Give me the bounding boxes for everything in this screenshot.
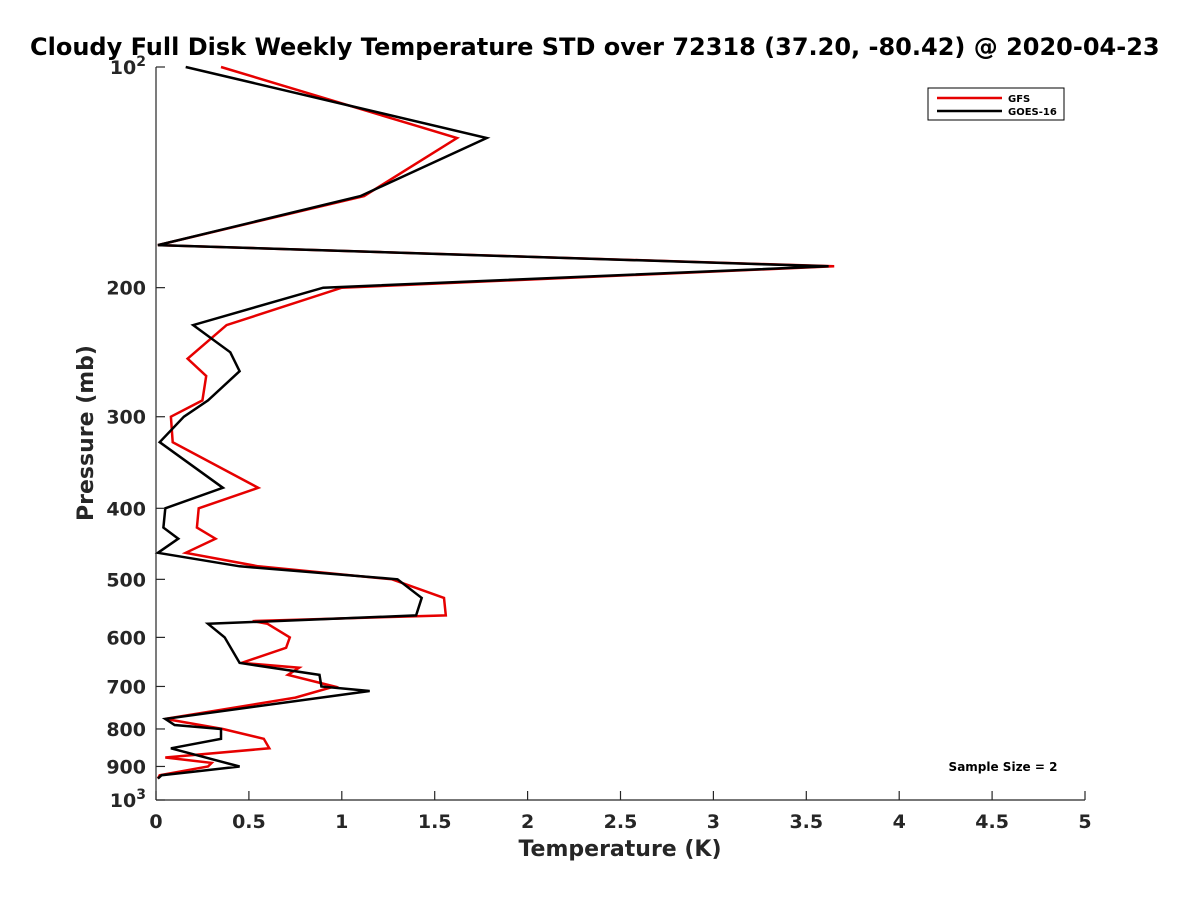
y-tick-label: 103: [110, 787, 146, 812]
series-line-gfs: [156, 65, 835, 780]
x-tick-label: 1: [335, 811, 348, 833]
x-axis-label: Temperature (K): [518, 837, 721, 862]
y-axis-ticks: 102 200 300 400 500 600 700 800 900 103: [106, 54, 165, 812]
y-tick-label: 200: [106, 278, 146, 300]
legend-label: GOES-16: [1008, 107, 1057, 118]
legend: GFS GOES-16: [927, 87, 1065, 121]
plot-area: [156, 67, 1085, 800]
series-layer: [154, 65, 835, 780]
x-tick-label: 4: [893, 811, 906, 833]
series-line-goes-16: [154, 65, 829, 780]
x-tick-label: 1.5: [418, 811, 452, 833]
y-tick-label: 300: [106, 407, 146, 429]
x-tick-label: 4.5: [975, 811, 1009, 833]
x-tick-label: 3.5: [789, 811, 823, 833]
x-axis-ticks: 0 0.5 1 1.5 2 2.5 3 3.5 4 4.5 5: [149, 791, 1092, 833]
chart-title: Cloudy Full Disk Weekly Temperature STD …: [30, 33, 1160, 61]
y-tick-label: 600: [106, 627, 146, 649]
y-tick-label: 800: [106, 719, 146, 741]
x-tick-label: 2.5: [604, 811, 638, 833]
legend-box: [927, 87, 1065, 121]
y-tick-label: 400: [106, 498, 146, 520]
y-axis-label: Pressure (mb): [74, 345, 99, 521]
legend-label: GFS: [1008, 94, 1030, 105]
y-tick-label: 500: [106, 569, 146, 591]
x-tick-label: 3: [707, 811, 720, 833]
y-tick-label: 102: [110, 54, 146, 79]
y-tick-label: 900: [106, 756, 146, 778]
x-tick-label: 0: [149, 811, 162, 833]
x-tick-label: 2: [521, 811, 534, 833]
x-tick-label: 5: [1078, 811, 1091, 833]
sample-size-annotation: Sample Size = 2: [949, 760, 1058, 774]
y-tick-label: 700: [106, 676, 146, 698]
x-tick-label: 0.5: [232, 811, 266, 833]
